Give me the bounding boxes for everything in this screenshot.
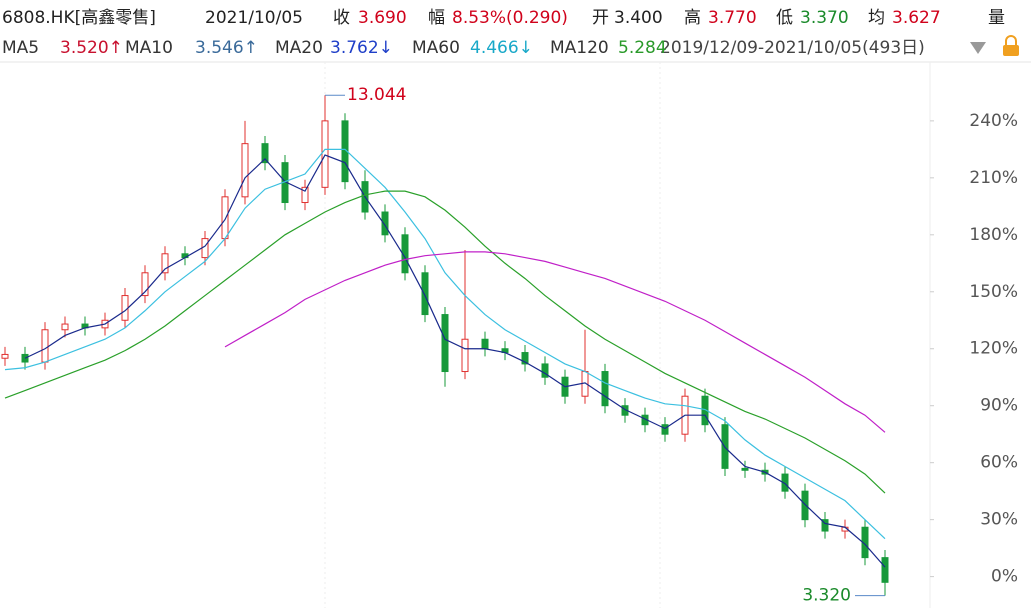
candle-body — [221, 196, 229, 240]
candle-body — [141, 272, 149, 297]
field-value: 3.627 — [892, 8, 941, 28]
ma-value: 3.546↑ — [195, 38, 258, 58]
candle-body — [481, 338, 489, 350]
candle-body — [821, 519, 829, 532]
ma-label: MA5 — [2, 38, 39, 58]
date: 2021/10/05 — [205, 8, 303, 28]
y-tick-label: 210% — [969, 168, 1018, 188]
y-tick-label: 150% — [969, 282, 1018, 302]
symbol: 6808.HK[高鑫零售] — [2, 8, 156, 28]
ma-label: MA120 — [550, 38, 609, 58]
y-tick-label: 30% — [980, 510, 1018, 530]
ma-label: MA10 — [125, 38, 173, 58]
candle-body — [381, 211, 389, 236]
volume-label: 量 — [988, 8, 1005, 28]
candle-body — [701, 395, 709, 426]
candle-body — [881, 557, 889, 583]
ma-line — [4, 190, 886, 494]
candle-body — [201, 238, 209, 259]
field-label: 开 — [592, 8, 609, 28]
ma-value: 5.284 — [618, 38, 667, 58]
field-label: 低 — [776, 8, 793, 28]
candle-body — [421, 272, 429, 316]
ma-line — [24, 154, 886, 568]
field-value: 3.400 — [614, 8, 663, 28]
lock-icon[interactable] — [1003, 45, 1019, 56]
annotation: 13.044 — [347, 85, 406, 105]
lock-icon-shackle — [1005, 35, 1017, 45]
candle-body — [61, 323, 69, 331]
ma-label: MA20 — [275, 38, 323, 58]
candle-body — [121, 295, 129, 321]
candle-body — [321, 120, 329, 188]
candle-body — [241, 143, 249, 198]
candle-body — [781, 473, 789, 492]
candle-body — [521, 352, 529, 365]
candle-body — [741, 467, 749, 471]
ma-value: 3.762↓ — [330, 38, 393, 58]
candle-body — [341, 120, 349, 183]
dropdown-icon[interactable] — [970, 42, 986, 54]
candle-body — [41, 329, 49, 363]
field-value: 3.370 — [800, 8, 849, 28]
candle-body — [461, 338, 469, 373]
y-tick-label: 90% — [980, 396, 1018, 416]
annotation: 3.320 — [802, 586, 851, 606]
ma-value: 4.466↓ — [470, 38, 533, 58]
date-range: 2019/12/09-2021/10/05(493日) — [660, 38, 925, 58]
field-label: 均 — [868, 8, 885, 28]
ma-value: 3.520↑ — [60, 38, 123, 58]
candle-body — [301, 186, 309, 204]
candle-body — [441, 314, 449, 373]
candle-body — [261, 143, 269, 164]
y-tick-label: 240% — [969, 111, 1018, 131]
y-tick-label: 60% — [980, 453, 1018, 473]
candle-body — [601, 371, 609, 407]
field-value: 8.53%(0.290) — [452, 8, 568, 28]
field-label: 收 — [333, 8, 350, 28]
candle-body — [541, 363, 549, 378]
field-label: 幅 — [428, 8, 445, 28]
field-value: 3.770 — [708, 8, 757, 28]
ma-line — [4, 148, 886, 540]
field-label: 高 — [684, 8, 701, 28]
candle-body — [1, 353, 9, 359]
candle-body — [661, 424, 669, 435]
candle-body — [801, 490, 809, 521]
field-value: 3.690 — [358, 8, 407, 28]
y-tick-label: 0% — [991, 567, 1018, 587]
candle-body — [161, 253, 169, 274]
ma-label: MA60 — [412, 38, 460, 58]
y-tick-label: 180% — [969, 225, 1018, 245]
ma-line — [224, 251, 886, 433]
y-tick-label: 120% — [969, 339, 1018, 359]
